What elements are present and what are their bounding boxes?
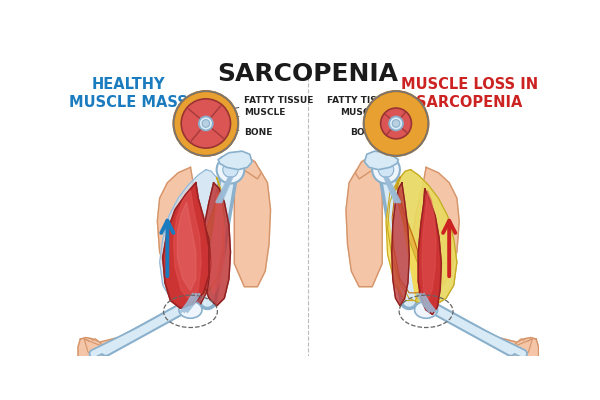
Text: MUSCLE: MUSCLE (226, 108, 286, 118)
Polygon shape (218, 151, 252, 170)
Ellipse shape (179, 301, 202, 318)
Polygon shape (201, 183, 230, 306)
Circle shape (173, 91, 238, 156)
Polygon shape (84, 339, 106, 360)
Ellipse shape (415, 301, 437, 318)
Polygon shape (181, 214, 211, 308)
Polygon shape (157, 167, 208, 302)
Circle shape (389, 116, 403, 130)
Circle shape (380, 108, 412, 139)
Polygon shape (511, 339, 532, 360)
Circle shape (364, 91, 428, 156)
Polygon shape (227, 154, 262, 179)
Circle shape (379, 162, 394, 177)
Polygon shape (355, 154, 390, 179)
Text: FATTY TISSUE: FATTY TISSUE (230, 96, 314, 109)
Polygon shape (513, 338, 539, 368)
Circle shape (181, 99, 230, 148)
Polygon shape (422, 190, 436, 300)
Text: BONE: BONE (214, 128, 273, 137)
Circle shape (372, 156, 400, 184)
Polygon shape (346, 160, 382, 287)
Polygon shape (364, 151, 398, 170)
Text: BONE: BONE (350, 128, 388, 137)
Text: FATTY TISSUE: FATTY TISSUE (327, 96, 396, 110)
Polygon shape (421, 302, 532, 356)
Polygon shape (409, 167, 459, 302)
Text: HEALTHY
MUSCLE MASS: HEALTHY MUSCLE MASS (70, 77, 188, 110)
Polygon shape (235, 160, 271, 287)
Polygon shape (392, 177, 423, 293)
Polygon shape (211, 193, 224, 294)
Circle shape (392, 120, 400, 127)
Circle shape (202, 120, 209, 127)
Polygon shape (392, 183, 409, 306)
Polygon shape (173, 190, 201, 300)
Polygon shape (84, 302, 196, 356)
Circle shape (199, 116, 213, 130)
Text: SARCOPENIA: SARCOPENIA (217, 62, 398, 86)
Polygon shape (163, 183, 209, 308)
Polygon shape (178, 202, 196, 290)
Circle shape (223, 162, 238, 177)
Polygon shape (388, 170, 457, 306)
Polygon shape (78, 338, 103, 368)
Polygon shape (194, 177, 224, 293)
Polygon shape (418, 189, 442, 314)
Polygon shape (386, 179, 421, 300)
Text: MUSCLE: MUSCLE (341, 108, 382, 118)
Text: MUSCLE LOSS IN
SARCOPENIA: MUSCLE LOSS IN SARCOPENIA (401, 77, 538, 110)
Circle shape (217, 156, 244, 184)
Polygon shape (388, 170, 457, 306)
Polygon shape (160, 170, 229, 306)
